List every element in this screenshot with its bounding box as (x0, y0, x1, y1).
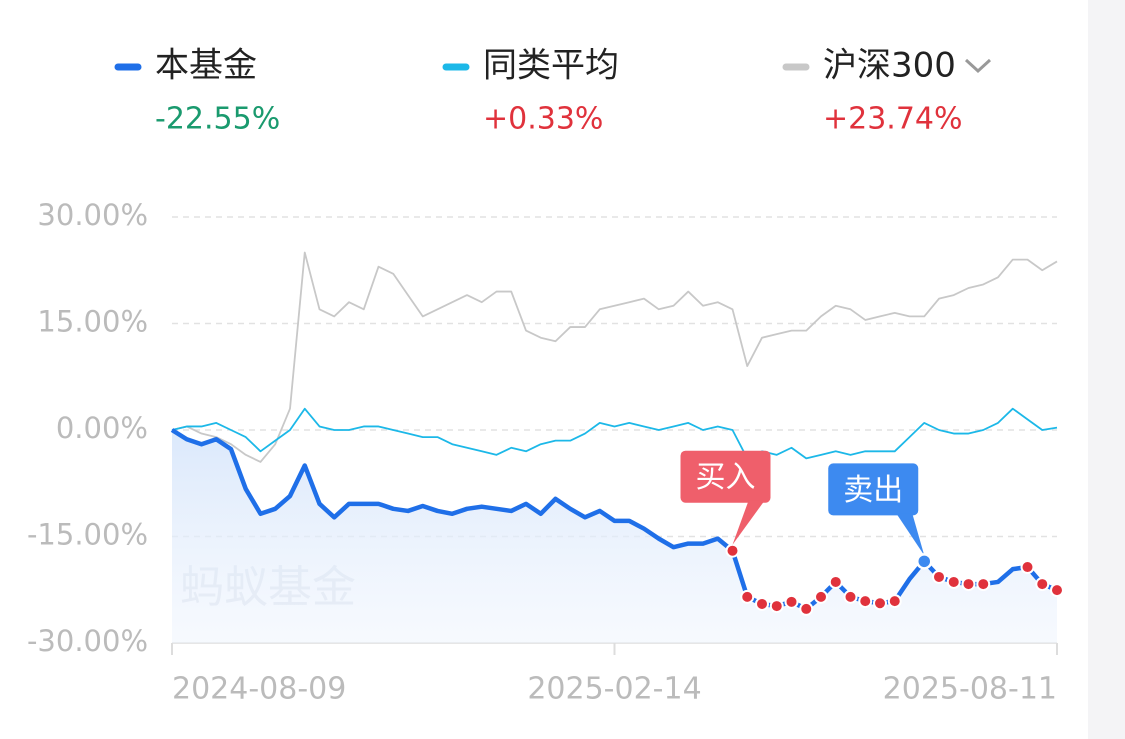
annotation-label: 买入 (696, 460, 756, 495)
trade-dot (799, 601, 814, 616)
annotation-box (680, 450, 771, 503)
y-tick-label: 0.00% (56, 411, 148, 445)
annotation: 买入 (680, 450, 771, 545)
trade-dot (961, 577, 976, 592)
trade-dot (769, 599, 784, 614)
series-line (171, 407, 1058, 460)
y-tick-label: -30.00% (27, 624, 148, 658)
trade-dot (858, 594, 873, 609)
legend-name: 本基金 (155, 46, 257, 86)
legend-total: +23.74% (823, 102, 963, 137)
y-tick-label: -15.00% (27, 518, 148, 552)
trade-dot (1050, 583, 1064, 598)
trade-dot (932, 569, 946, 584)
trade-dot (1035, 577, 1050, 592)
x-tick-label: 2025-08-11 (883, 672, 1057, 707)
sell-dot (916, 553, 933, 570)
legend-name: 沪深300 (823, 46, 956, 86)
annotation-box (828, 463, 919, 516)
annotation-pointer (896, 513, 925, 556)
dropdown-chevron[interactable] (964, 58, 992, 74)
x-tick-label: 2024-08-09 (172, 672, 346, 707)
trade-dot (784, 594, 799, 609)
trade-dot (873, 596, 887, 611)
annotation-pointer (732, 500, 765, 545)
trade-dot (946, 574, 961, 589)
trade-dot (755, 596, 769, 611)
trade-dot (976, 577, 991, 592)
y-tick-label: 30.00% (37, 198, 148, 232)
trade-dot (814, 589, 828, 604)
series-line (170, 428, 1058, 612)
legend-name: 同类平均 (483, 46, 619, 86)
annotation: 卖出 (828, 463, 925, 556)
side-strip (1088, 0, 1125, 739)
series-line (171, 251, 1058, 463)
trade-dot (887, 594, 902, 609)
fund-area (172, 430, 1057, 643)
x-tick-label: 2025-02-14 (527, 672, 701, 707)
legend-total: +0.33% (483, 102, 603, 137)
trade-dot (828, 574, 843, 589)
trade-dot (740, 589, 755, 604)
trade-dot (843, 589, 858, 604)
legend-total: -22.55% (155, 102, 280, 137)
annotation-label: 卖出 (843, 473, 903, 508)
trade-dot (725, 543, 740, 558)
trade-dot (1020, 560, 1035, 575)
y-tick-label: 15.00% (37, 305, 148, 339)
